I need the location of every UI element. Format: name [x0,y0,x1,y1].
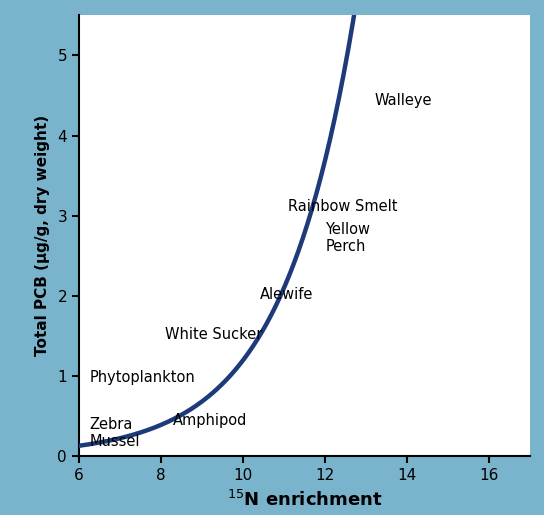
Text: Alewife: Alewife [259,287,313,302]
Text: White Sucker: White Sucker [165,327,262,342]
Text: Zebra
Mussel: Zebra Mussel [89,417,140,450]
Y-axis label: Total PCB (μg/g, dry weight): Total PCB (μg/g, dry weight) [35,115,51,356]
Text: Phytoplankton: Phytoplankton [89,370,195,385]
Text: Yellow
Perch: Yellow Perch [325,221,370,254]
X-axis label: $^{15}$N enrichment: $^{15}$N enrichment [227,490,382,510]
Text: Walleye: Walleye [374,93,432,108]
Text: Rainbow Smelt: Rainbow Smelt [288,199,398,214]
Text: Amphipod: Amphipod [174,413,248,428]
